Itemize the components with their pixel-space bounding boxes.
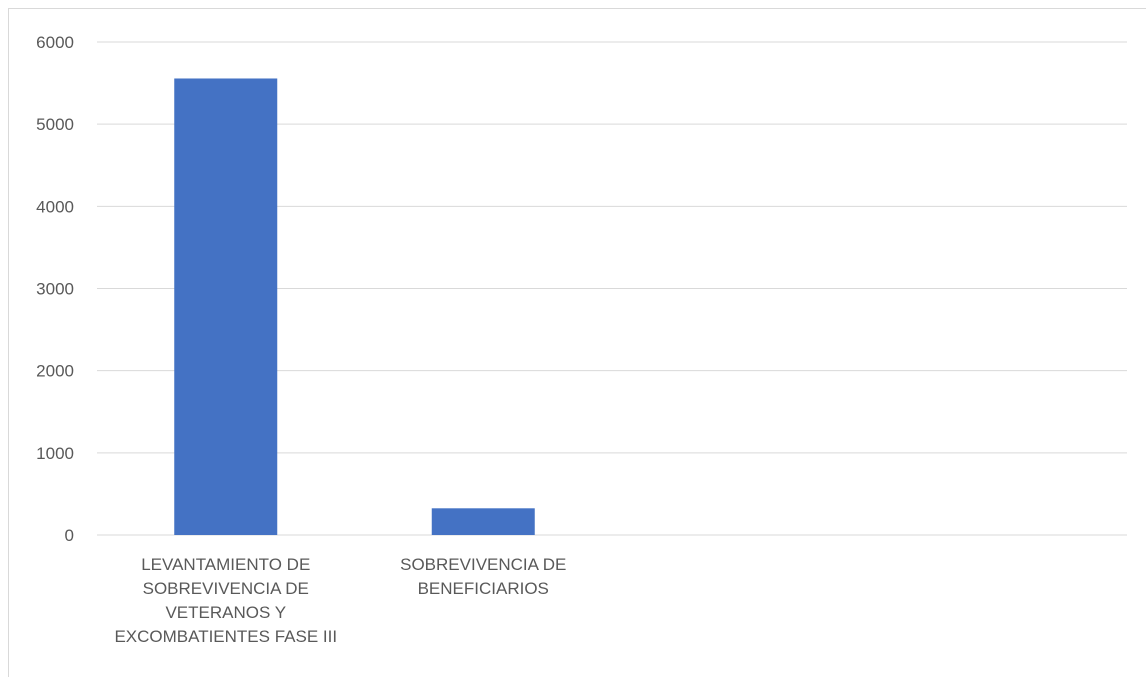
y-tick-label: 4000	[36, 197, 74, 216]
y-tick-label: 1000	[36, 444, 74, 463]
gridlines	[97, 41, 1127, 536]
y-tick-label: 5000	[36, 115, 74, 134]
bar	[174, 78, 278, 536]
x-category-label: LEVANTAMIENTO DE SOBREVIVENCIA DE VETERANO…	[114, 555, 337, 646]
bars	[174, 78, 535, 536]
chart-frame	[8, 8, 1146, 677]
y-tick-label: 0	[65, 526, 74, 545]
y-tick-label: 2000	[36, 362, 74, 381]
y-axis-ticks: 0 1000 2000 3000 4000 5000 6000	[36, 33, 74, 545]
x-category-label: SOBREVIVENCIA DE BENEFICIARIOS	[400, 555, 566, 598]
y-tick-label: 3000	[36, 280, 74, 299]
bar	[431, 508, 535, 535]
x-axis-categories: LEVANTAMIENTO DE SOBREVIVENCIA DE VETERANO…	[114, 555, 566, 646]
y-tick-label: 6000	[36, 33, 74, 52]
